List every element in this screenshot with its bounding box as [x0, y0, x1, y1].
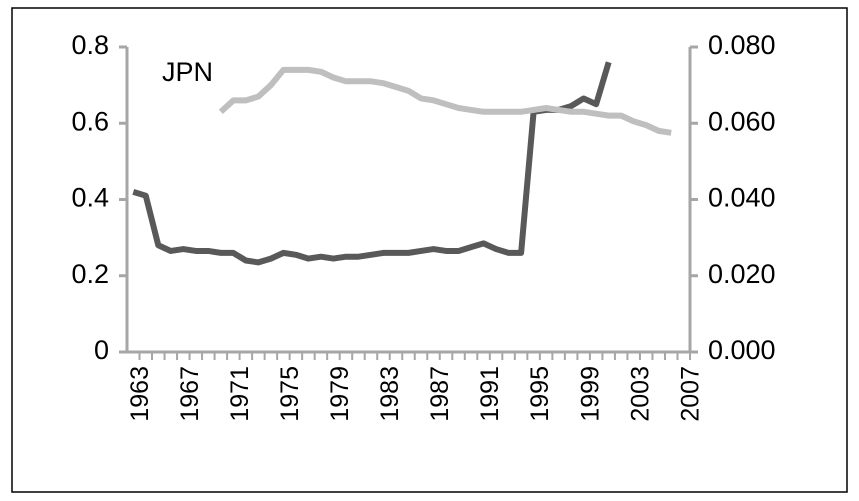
y2-tick-label: 0.060 — [708, 106, 776, 136]
y2-tick-label: 0.020 — [708, 259, 776, 289]
x-tick-label: 1995 — [526, 366, 554, 422]
x-tick-label: 1967 — [176, 366, 204, 422]
x-tick-label: 1999 — [576, 366, 604, 422]
y2-tick-label: 0.000 — [708, 335, 776, 365]
y2-tick-label: 0.040 — [708, 183, 776, 213]
y2-tick-label: 0.080 — [708, 30, 776, 60]
y-tick-label: 0.6 — [71, 106, 109, 136]
x-tick-label: 1971 — [226, 366, 254, 422]
y-tick-label: 0.2 — [71, 259, 109, 289]
x-tick-label: 2007 — [676, 366, 704, 422]
y-tick-label: 0 — [94, 335, 109, 365]
x-tick-label: 1987 — [426, 366, 454, 422]
x-tick-label: 1991 — [476, 366, 504, 422]
x-tick-label: 2003 — [626, 366, 654, 422]
x-tick-label: 1963 — [126, 366, 154, 422]
x-tick-label: 1983 — [376, 366, 404, 422]
y-tick-label: 0.8 — [71, 30, 109, 60]
annotation: JPN — [162, 57, 213, 87]
y-tick-label: 0.4 — [71, 183, 109, 213]
x-tick-label: 1975 — [276, 366, 304, 422]
series-line — [132, 61, 612, 266]
series-line — [218, 66, 672, 136]
x-tick-label: 1979 — [326, 366, 354, 422]
